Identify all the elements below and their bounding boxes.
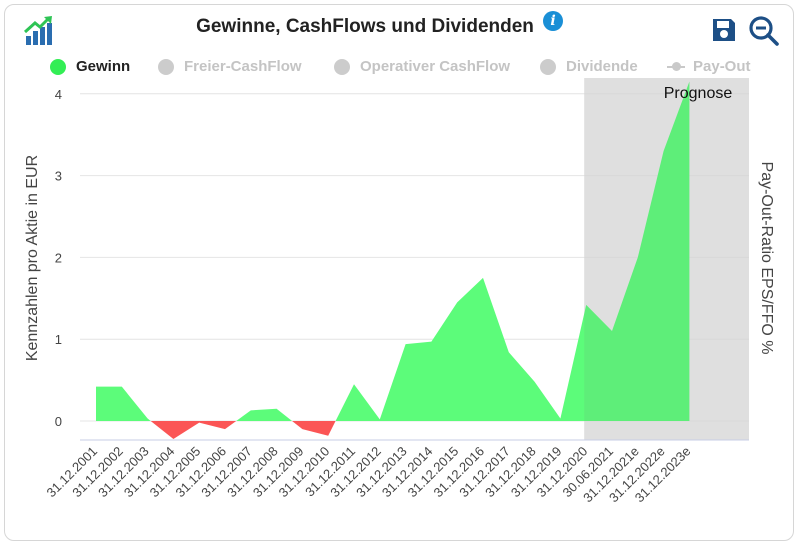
data-point — [456, 301, 459, 304]
data-point — [172, 437, 175, 440]
chart-growth-icon — [23, 16, 52, 45]
data-point — [275, 407, 278, 410]
legend-dot — [334, 59, 350, 75]
chart-title: Gewinne, CashFlows und Dividenden — [196, 16, 534, 37]
area-negative — [150, 421, 237, 439]
legend-dot — [540, 59, 556, 75]
data-point — [507, 351, 510, 354]
data-point — [198, 421, 201, 424]
data-point — [533, 380, 536, 383]
area-positive — [335, 81, 690, 421]
legend-label: Operativer CashFlow — [360, 58, 511, 75]
save-icon[interactable] — [710, 16, 738, 44]
data-point — [95, 385, 98, 388]
zoom-icon[interactable] — [748, 15, 780, 47]
y-tick-label: 0 — [55, 414, 62, 429]
legend-label: Freier-CashFlow — [184, 58, 302, 75]
data-point — [353, 383, 356, 386]
data-point — [120, 385, 123, 388]
data-point — [559, 417, 562, 420]
data-point — [482, 276, 485, 279]
legend-dot — [50, 59, 66, 75]
data-point — [249, 409, 252, 412]
data-point — [404, 343, 407, 346]
data-point — [430, 340, 433, 343]
data-point — [327, 434, 330, 437]
data-point — [585, 303, 588, 306]
legend-label: Pay-Out — [693, 58, 751, 75]
y-tick-label: 2 — [55, 250, 62, 265]
legend-label: Gewinn — [76, 58, 131, 75]
forecast-label: Prognose — [664, 85, 733, 102]
data-point — [636, 256, 639, 259]
data-point — [146, 417, 149, 420]
y-tick-label: 3 — [55, 169, 62, 184]
area-positive — [96, 386, 151, 421]
data-point — [611, 330, 614, 333]
legend-label: Dividende — [566, 58, 638, 75]
info-icon[interactable]: i — [543, 11, 563, 31]
area-positive — [236, 408, 293, 421]
forecast-overlay — [584, 78, 749, 440]
legend-dot — [158, 59, 174, 75]
legend: Gewinn Freier-CashFlow Operativer CashFl… — [0, 56, 800, 78]
data-point — [378, 418, 381, 421]
data-point — [688, 80, 691, 83]
area-negative — [292, 421, 336, 436]
y-tick-label: 1 — [55, 332, 62, 347]
data-point — [301, 428, 304, 431]
data-point — [224, 428, 227, 431]
legend-line-marker — [667, 62, 685, 71]
data-point — [662, 150, 665, 153]
y-tick-label: 4 — [55, 87, 62, 102]
